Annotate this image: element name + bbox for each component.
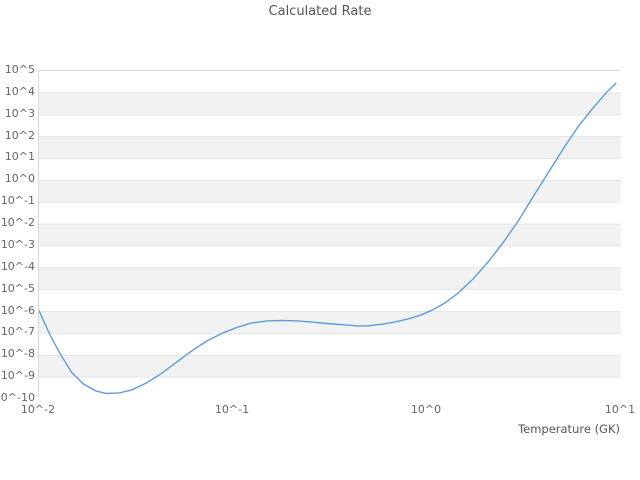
background-band xyxy=(39,311,621,334)
plot-canvas xyxy=(39,71,621,399)
plot-area xyxy=(38,70,621,399)
background-band xyxy=(39,267,621,290)
background-band xyxy=(39,180,621,203)
y-tick-label: 10^-3 xyxy=(0,237,35,251)
background-band xyxy=(39,114,621,137)
background-band xyxy=(39,245,621,268)
y-tick-label: 10^-8 xyxy=(0,347,35,361)
x-tick-label: 10^0 xyxy=(410,403,442,416)
background-band xyxy=(39,224,621,246)
y-tick-label: 10^-7 xyxy=(0,325,35,339)
y-tick-label: 10^-2 xyxy=(0,216,35,230)
y-tick-label: 10^0 xyxy=(4,172,35,186)
background-band xyxy=(39,202,621,225)
y-tick-label: 10^4 xyxy=(4,84,35,98)
y-tick-label: 10^-4 xyxy=(0,259,35,273)
y-tick-label: 10^-9 xyxy=(0,369,35,383)
y-tick-label: 10^-10 xyxy=(0,391,35,404)
background-band xyxy=(39,92,621,115)
background-band xyxy=(39,158,621,181)
background-band xyxy=(39,289,621,312)
y-tick-label: 10^-5 xyxy=(0,281,35,295)
rate-line xyxy=(39,82,617,395)
y-tick-label: 10^5 xyxy=(4,63,35,76)
background-band xyxy=(39,377,621,399)
x-tick-label: 10^1 xyxy=(604,403,636,416)
y-tick-label: 10^-6 xyxy=(0,303,35,317)
background-band xyxy=(39,136,621,159)
y-tick-label: 10^2 xyxy=(4,128,35,142)
background-band xyxy=(39,71,621,93)
background-band xyxy=(39,333,621,356)
y-tick-label: 10^-1 xyxy=(0,194,35,208)
y-tick-label: 10^1 xyxy=(4,150,35,164)
chart-title: Calculated Rate xyxy=(268,4,372,19)
x-tick-label: 10^-1 xyxy=(214,403,250,416)
y-tick-label: 10^3 xyxy=(4,106,35,120)
background-band xyxy=(39,355,621,378)
x-axis-title: Temperature (GK) xyxy=(518,422,620,436)
x-tick-label: 10^-2 xyxy=(20,403,56,416)
